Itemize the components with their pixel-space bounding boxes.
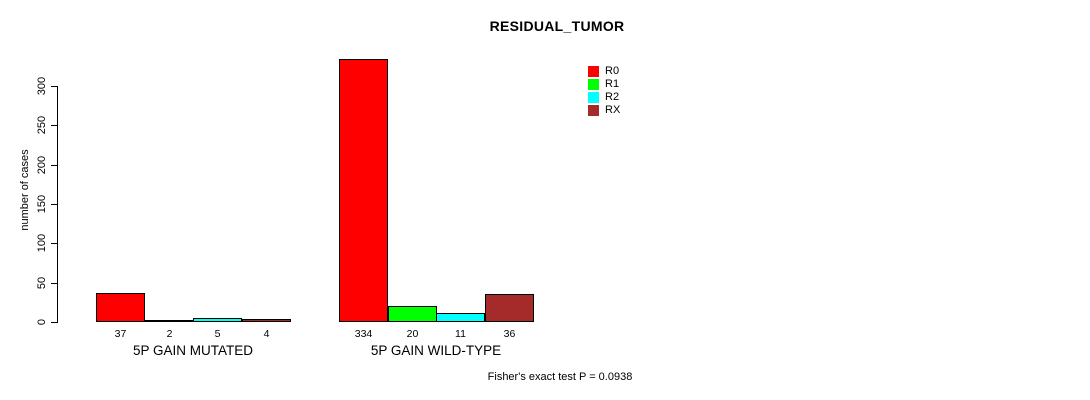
legend-item-r0: R0: [588, 65, 620, 78]
bar-r0-group2: [339, 59, 388, 322]
y-tick-label: 300: [36, 76, 48, 96]
legend-item-r2: R2: [588, 91, 620, 104]
legend-item-rx: RX: [588, 104, 620, 117]
y-tick-label: 100: [36, 233, 48, 253]
legend-swatch-r0: [588, 66, 599, 77]
annotation-text: Fisher's exact test P = 0.0938: [487, 371, 633, 383]
legend-swatch-r2: [588, 92, 599, 103]
y-tick-label: 50: [36, 276, 48, 290]
legend-label: RX: [605, 104, 621, 116]
bar-r1-group2: [388, 306, 437, 322]
y-tick-mark: [51, 243, 58, 244]
y-tick-label: 200: [36, 155, 48, 175]
legend-label: R2: [605, 91, 620, 103]
y-tick-mark: [51, 125, 58, 126]
bar-r1-group1: [145, 320, 194, 322]
y-tick-label: 150: [36, 194, 48, 214]
bar-r0-group1: [96, 293, 145, 322]
bar-value-label: 11: [455, 328, 466, 340]
bar-value-label: 20: [406, 328, 419, 340]
y-tick-mark: [51, 204, 58, 205]
bar-r2-group2: [436, 313, 485, 322]
legend-label: R0: [605, 65, 620, 77]
category-label: 5P GAIN WILD-TYPE: [370, 343, 502, 358]
bar-r2-group1: [193, 318, 242, 322]
legend-label: R1: [605, 78, 620, 90]
chart-title: RESIDUAL_TUMOR: [489, 18, 625, 34]
bar-value-label: 37: [114, 328, 127, 340]
y-tick-mark: [51, 322, 58, 323]
y-tick-label: 0: [36, 318, 48, 326]
bar-value-label: 36: [503, 328, 516, 340]
legend-swatch-rx: [588, 105, 599, 116]
bar-value-label: 5: [214, 328, 221, 340]
y-tick-mark: [51, 165, 58, 166]
legend-swatch-r1: [588, 79, 599, 90]
bar-rx-group1: [242, 319, 291, 322]
bar-value-label: 334: [354, 328, 373, 340]
y-axis-title: number of cases: [19, 149, 31, 231]
bar-value-label: 4: [263, 328, 270, 340]
bar-rx-group2: [485, 294, 534, 322]
category-label: 5P GAIN MUTATED: [132, 343, 254, 358]
y-tick-mark: [51, 86, 58, 87]
y-tick-mark: [51, 283, 58, 284]
y-tick-label: 250: [36, 115, 48, 135]
legend-item-r1: R1: [588, 78, 620, 91]
bar-value-label: 2: [166, 328, 173, 340]
legend: R0 R1 R2 RX: [588, 65, 620, 117]
